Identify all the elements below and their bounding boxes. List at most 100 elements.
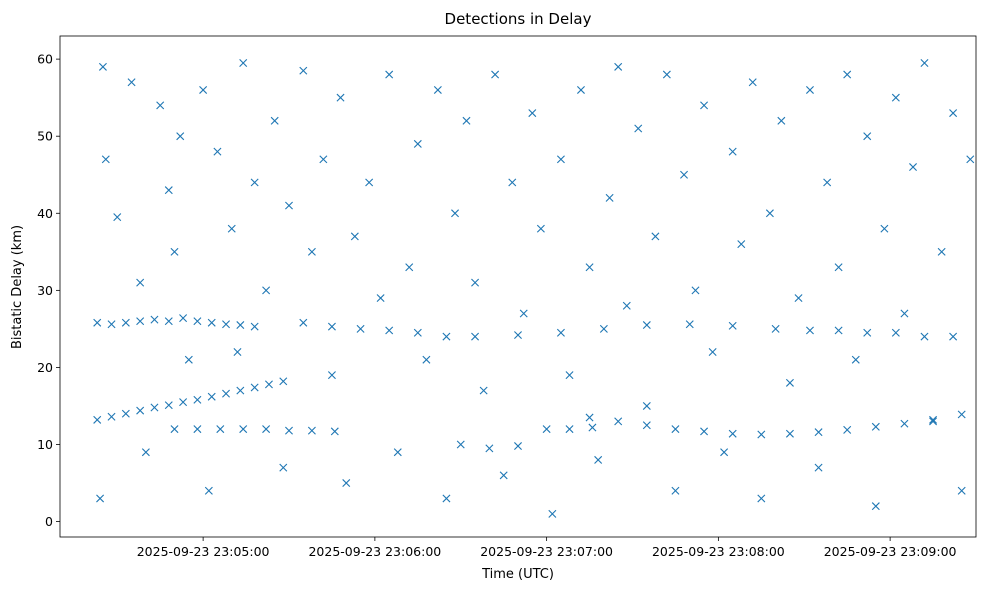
data-point-stroke bbox=[565, 425, 574, 434]
data-point-stroke bbox=[548, 509, 557, 518]
plot-area: 0 10 20 30 40 50 60 2025-09-23 23:05:00 2025-09-… bbox=[37, 35, 977, 559]
data-point bbox=[213, 147, 222, 156]
data-point bbox=[222, 389, 231, 398]
data-point-stroke bbox=[805, 326, 814, 335]
data-point bbox=[576, 85, 585, 94]
data-point bbox=[385, 326, 394, 335]
data-point bbox=[794, 294, 803, 303]
data-point-stroke bbox=[101, 155, 110, 164]
x-axis-label: Time (UTC) bbox=[481, 567, 554, 582]
data-point-stroke bbox=[233, 348, 242, 357]
data-point-stroke bbox=[170, 247, 179, 256]
data-point bbox=[462, 116, 471, 125]
data-point-stroke bbox=[93, 318, 102, 327]
data-point-stroke bbox=[900, 309, 909, 318]
data-point bbox=[299, 318, 308, 327]
data-point bbox=[264, 380, 273, 389]
data-point bbox=[250, 322, 259, 331]
data-point-stroke bbox=[136, 406, 145, 415]
data-point bbox=[262, 425, 271, 434]
data-point bbox=[814, 463, 823, 472]
data-point-stroke bbox=[642, 401, 651, 410]
data-point bbox=[737, 240, 746, 249]
data-point-stroke bbox=[957, 486, 966, 495]
data-point-stroke bbox=[150, 403, 159, 412]
data-point bbox=[136, 278, 145, 287]
data-point-stroke bbox=[456, 440, 465, 449]
data-point bbox=[207, 318, 216, 327]
data-point bbox=[170, 247, 179, 256]
data-point bbox=[785, 429, 794, 438]
data-point-stroke bbox=[451, 209, 460, 218]
data-point-stroke bbox=[264, 380, 273, 389]
data-point-stroke bbox=[193, 395, 202, 404]
data-point-stroke bbox=[748, 78, 757, 87]
data-point bbox=[785, 378, 794, 387]
data-point bbox=[920, 332, 929, 341]
data-point bbox=[239, 58, 248, 67]
data-point bbox=[250, 178, 259, 187]
data-point-stroke bbox=[757, 430, 766, 439]
x-tick-label: 2025-09-23 23:07:00 bbox=[480, 544, 613, 559]
data-point bbox=[456, 440, 465, 449]
y-tick-label: 0 bbox=[45, 514, 53, 529]
data-point bbox=[565, 425, 574, 434]
data-point-stroke bbox=[708, 348, 717, 357]
y-tick-label: 30 bbox=[37, 283, 53, 298]
data-point bbox=[299, 66, 308, 75]
data-point-stroke bbox=[757, 494, 766, 503]
data-point-stroke bbox=[107, 412, 116, 421]
data-point-stroke bbox=[433, 85, 442, 94]
data-point-stroke bbox=[880, 224, 889, 233]
data-point-stroke bbox=[216, 425, 225, 434]
data-point bbox=[285, 426, 293, 435]
data-point-stroke bbox=[929, 417, 938, 426]
data-point bbox=[413, 139, 422, 148]
data-point-stroke bbox=[542, 425, 551, 434]
data-point-stroke bbox=[556, 155, 565, 164]
data-point-stroke bbox=[222, 320, 231, 329]
data-point bbox=[156, 101, 165, 110]
data-point bbox=[227, 224, 236, 233]
data-point-stroke bbox=[250, 383, 259, 392]
data-point-stroke bbox=[107, 320, 116, 329]
data-point-stroke bbox=[514, 442, 522, 451]
data-point bbox=[642, 421, 651, 430]
data-point-stroke bbox=[785, 378, 794, 387]
data-point bbox=[319, 155, 328, 164]
data-point bbox=[479, 386, 488, 395]
data-point bbox=[548, 509, 557, 518]
data-point bbox=[556, 155, 565, 164]
data-point bbox=[957, 410, 966, 419]
data-point bbox=[451, 209, 460, 218]
data-point-stroke bbox=[376, 294, 385, 303]
data-point-stroke bbox=[422, 355, 431, 364]
data-point-stroke bbox=[737, 240, 746, 249]
data-point bbox=[121, 409, 130, 418]
data-point bbox=[585, 263, 594, 272]
data-point bbox=[614, 417, 623, 426]
data-point bbox=[356, 324, 365, 333]
data-point-stroke bbox=[479, 386, 488, 395]
data-point bbox=[170, 425, 179, 434]
data-point-stroke bbox=[585, 263, 594, 272]
data-point-stroke bbox=[413, 139, 422, 148]
data-point bbox=[101, 155, 110, 164]
data-point bbox=[508, 178, 517, 187]
data-point bbox=[499, 471, 508, 480]
data-point-stroke bbox=[136, 278, 145, 287]
data-point-stroke bbox=[127, 78, 136, 87]
data-point-stroke bbox=[365, 178, 374, 187]
data-point-stroke bbox=[519, 309, 528, 318]
data-point-stroke bbox=[170, 425, 179, 434]
data-point-stroke bbox=[794, 294, 803, 303]
data-point-stroke bbox=[662, 70, 671, 79]
data-point bbox=[700, 101, 709, 110]
data-point-stroke bbox=[599, 324, 608, 333]
data-point bbox=[843, 70, 852, 79]
data-point bbox=[330, 427, 339, 436]
data-point-stroke bbox=[236, 386, 245, 395]
data-point-stroke bbox=[508, 178, 517, 187]
data-point-stroke bbox=[98, 62, 107, 71]
data-point bbox=[720, 448, 729, 457]
